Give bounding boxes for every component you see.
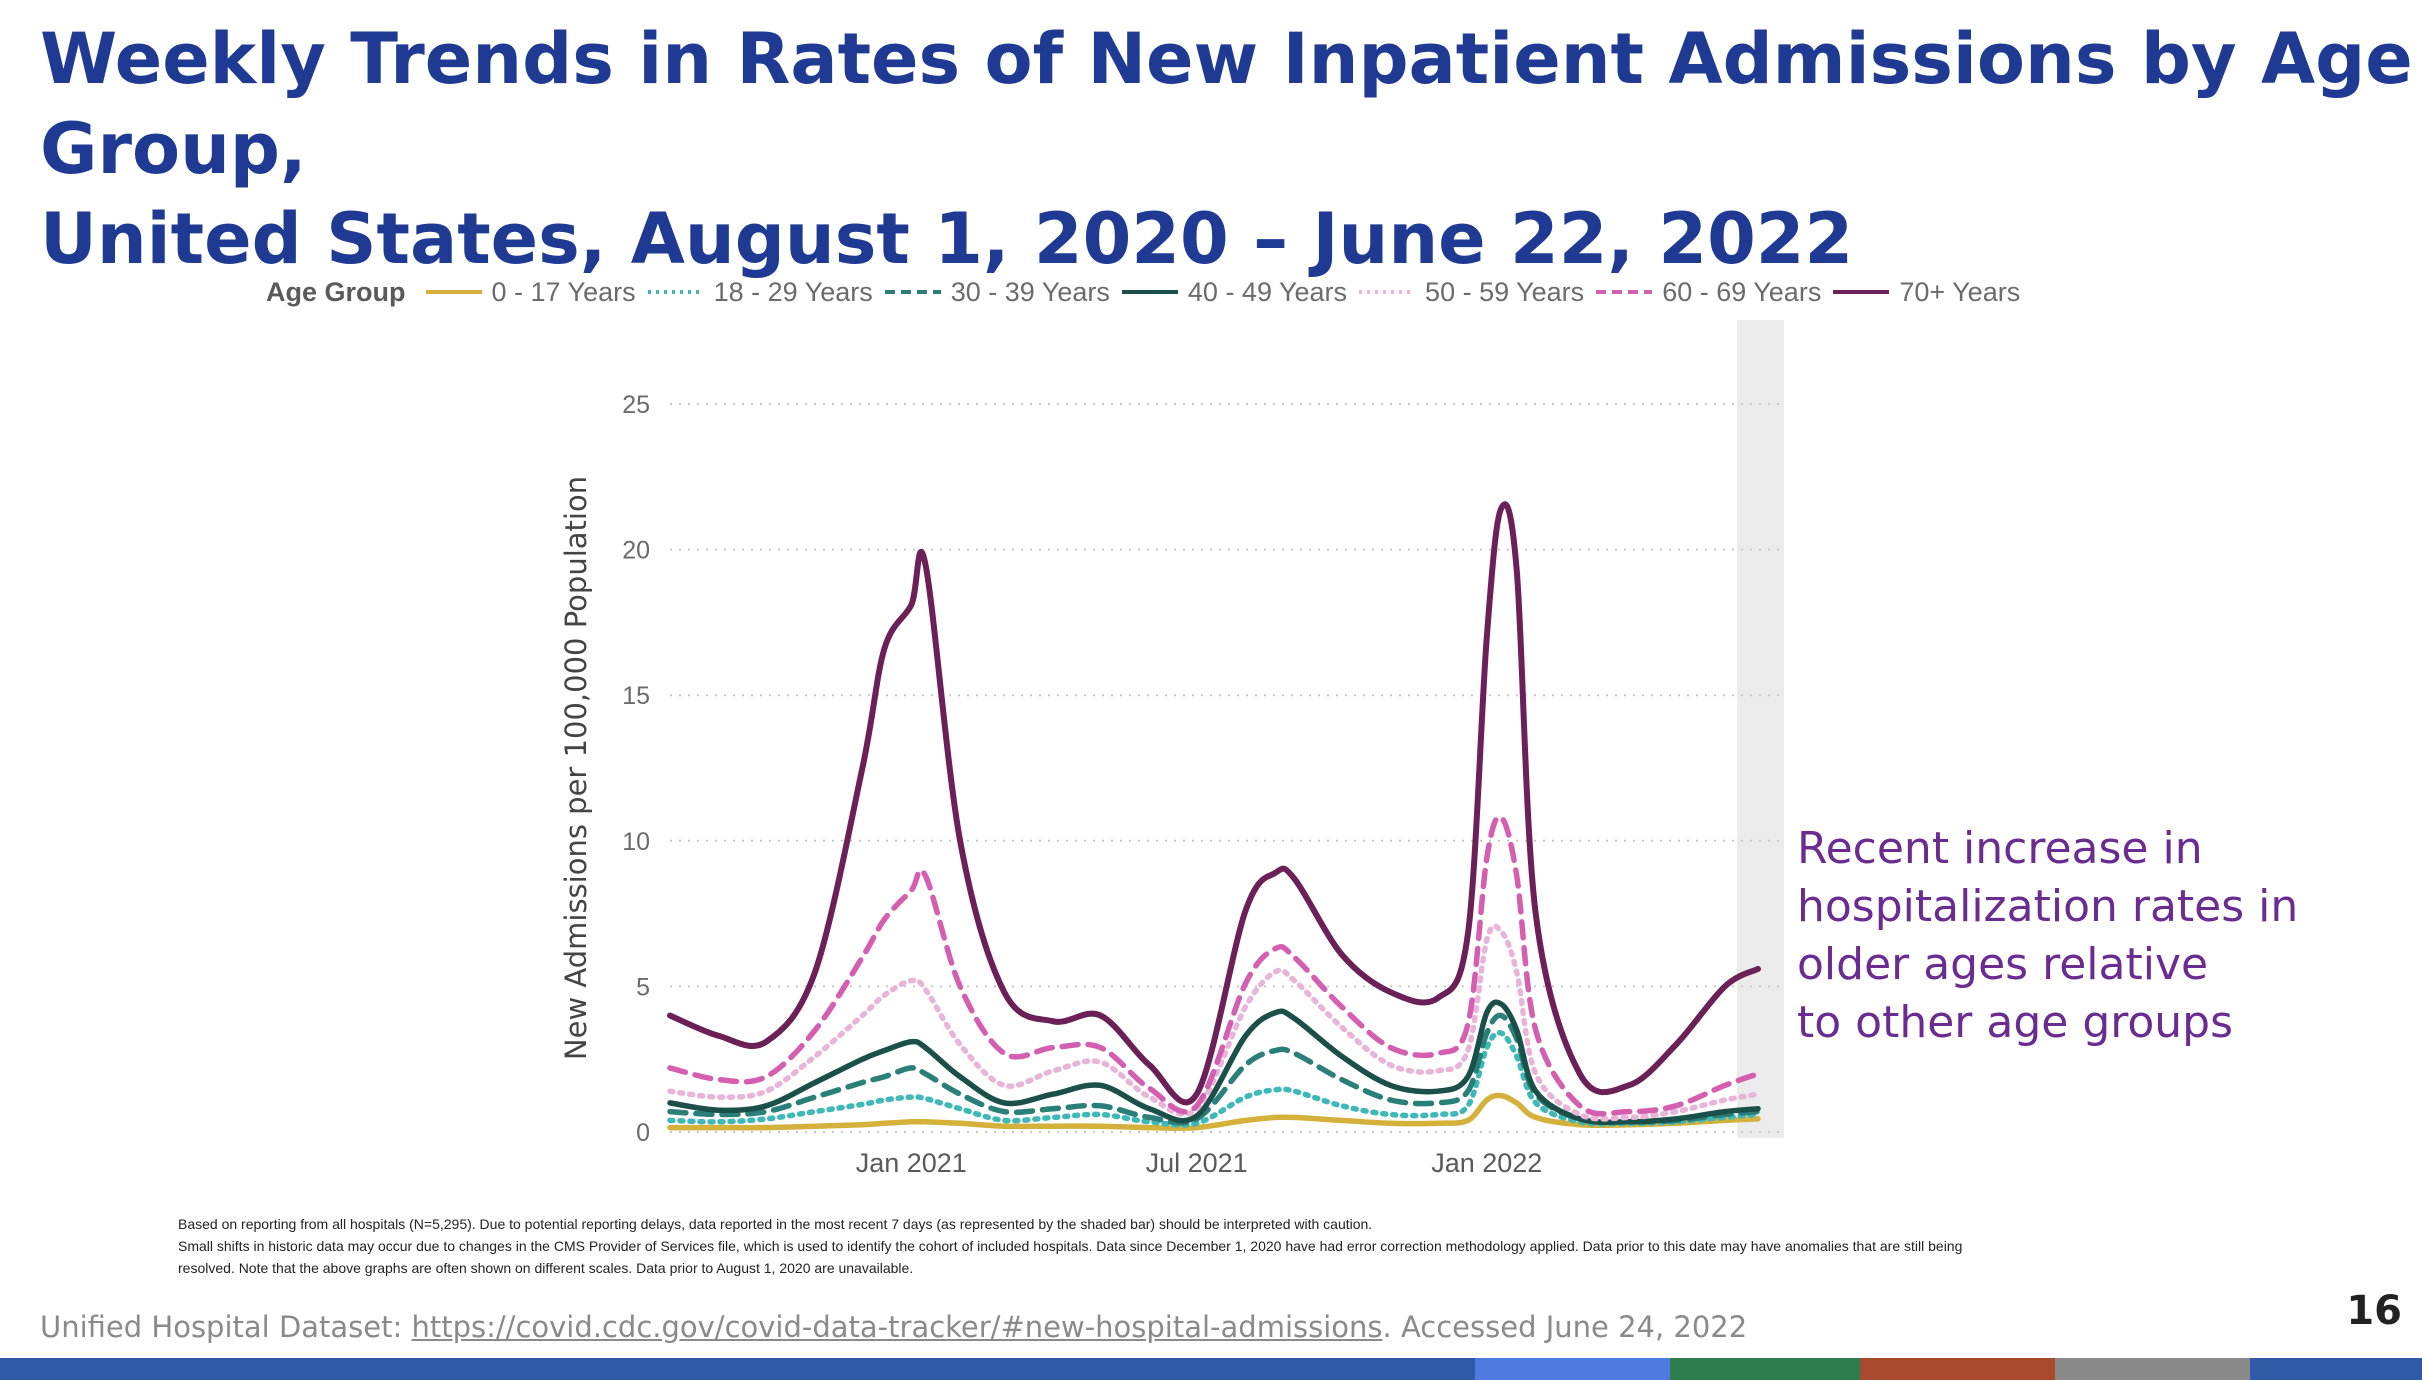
legend-label: 18 - 29 Years [713,276,873,307]
y-tick-label: 5 [636,973,650,1001]
footer-bar-segment [1860,1358,2055,1380]
series-line [667,1029,1761,1128]
legend-label: 50 - 59 Years [1425,276,1585,307]
page-number: 16 [2346,1288,2402,1334]
annotation-line-4: to other age groups [1797,997,2234,1048]
footer-bar-segment [1475,1358,1670,1380]
annotation-line-1: Recent increase in [1797,823,2203,874]
series-line [667,999,1761,1126]
legend-label: 60 - 69 Years [1662,276,1822,307]
slide-title-line-1: Weekly Trends in Rates of New Inpatient … [40,18,2413,190]
legend-item: 70+ Years [1831,277,2020,308]
footnote-line-3: resolved. Note that the above graphs are… [178,1260,914,1276]
legend-item: 30 - 39 Years [883,277,1110,308]
chart-legend: Age Group 0 - 17 Years 18 - 29 Years 30 - … [266,272,2030,312]
legend-label: 70+ Years [1899,276,2021,307]
annotation-line-2: hospitalization rates in [1797,881,2299,932]
y-tick-label: 10 [622,828,650,856]
y-tick-label: 15 [622,682,650,710]
legend-swatch [1596,290,1653,294]
source-citation: Unified Hospital Dataset: https://covid.… [40,1310,1747,1344]
footer-bar-segment [2055,1358,2250,1380]
legend-swatch [1833,290,1890,294]
line-chart: 0 5 10 15 20 25 Jan 2021 Jul 2021 Jan 2022 New Ad… [559,320,1785,1178]
slide-title: Weekly Trends in Rates of New Inpatient … [40,14,2420,284]
legend-item: 18 - 29 Years [646,277,873,308]
legend-item: 0 - 17 Years [424,277,636,308]
footer-bar-segment [1000,1358,1475,1380]
source-suffix: . Accessed June 24, 2022 [1382,1310,1748,1344]
source-link[interactable]: https://covid.cdc.gov/covid-data-tracker… [411,1310,1383,1344]
legend-item: 40 - 49 Years [1120,277,1347,308]
footer-bar-segment [0,1358,1000,1380]
legend-swatch [1121,290,1178,294]
legend-title: Age Group [266,276,406,307]
footer-bar-segment [1670,1358,1860,1380]
legend-item: 50 - 59 Years [1357,277,1584,308]
y-axis-label: New Admissions per 100,000 Population [559,476,593,1060]
legend-label: 30 - 39 Years [950,276,1110,307]
legend-item: 60 - 69 Years [1594,277,1821,308]
shaded-recent-period [1736,320,1784,1138]
slide-title-line-2: United States, August 1, 2020 – June 22,… [40,198,1854,280]
legend-swatch [425,290,482,294]
series-line [667,1092,1761,1131]
legend-swatch [647,290,704,294]
legend-swatch [884,290,941,294]
x-tick-label: Jan 2022 [1431,1148,1542,1178]
series-line [667,923,1761,1122]
chart-footnote: Based on reporting from all hospitals (N… [178,1213,2278,1279]
series-line [667,814,1761,1117]
footer-bar-segment [2250,1358,2422,1380]
legend-label: 0 - 17 Years [491,276,636,307]
footnote-line-2: Small shifts in historic data may occur … [178,1238,1963,1254]
annotation-line-3: older ages relative [1797,939,2209,990]
y-tick-label: 20 [622,537,650,565]
footer-color-bar [0,1358,2422,1380]
legend-label: 40 - 49 Years [1187,276,1348,307]
x-tick-label: Jan 2021 [856,1148,967,1178]
series-line [667,501,1761,1106]
y-tick-label: 0 [636,1119,650,1147]
source-prefix: Unified Hospital Dataset: [40,1310,412,1344]
x-tick-label: Jul 2021 [1146,1148,1248,1178]
legend-swatch [1359,290,1416,294]
footnote-line-1: Based on reporting from all hospitals (N… [178,1216,1373,1232]
annotation-text: Recent increase in hospitalization rates … [1797,820,2357,1052]
y-tick-label: 25 [622,391,650,419]
